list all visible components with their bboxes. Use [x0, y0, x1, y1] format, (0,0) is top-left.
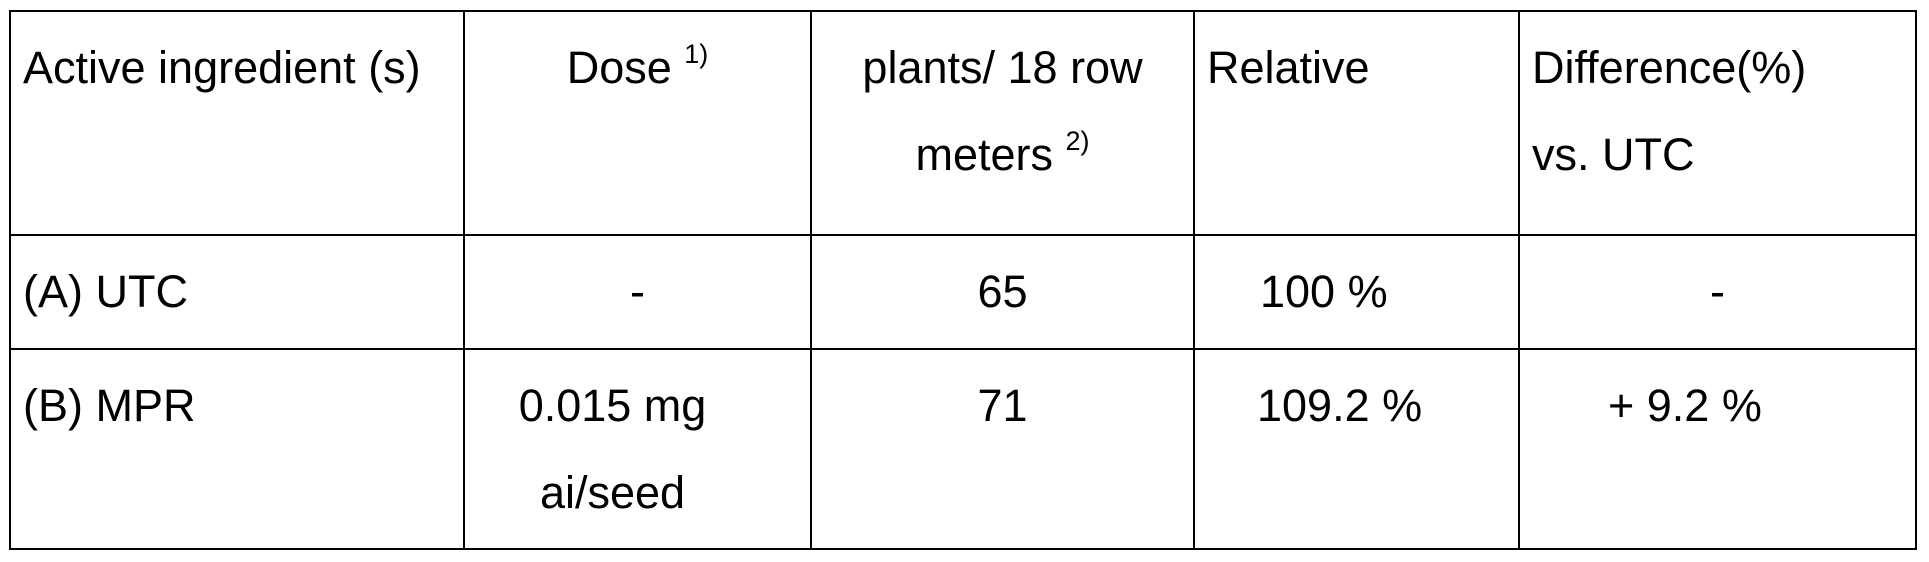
active-value: (A) UTC: [23, 266, 188, 317]
table-header-row: Active ingredient (s) Dose 1) plants/ 18…: [9, 10, 1917, 236]
header-cell-plants: plants/ 18 row meters 2): [810, 10, 1195, 236]
cell-relative: 100 %: [1193, 234, 1520, 350]
relative-value: 109.2 %: [1257, 380, 1423, 431]
cell-dose: 0.015 mg ai/seed: [463, 348, 812, 550]
relative-value: 100 %: [1260, 266, 1388, 317]
table-row: (B) MPR 0.015 mg ai/seed 71 109.2 % + 9.…: [9, 348, 1917, 550]
cell-relative: 109.2 %: [1193, 348, 1520, 550]
header-cell-difference: Difference(%) vs. UTC: [1518, 10, 1917, 236]
difference-value: -: [1710, 266, 1725, 317]
header-dose-footnote: 1): [684, 39, 709, 69]
header-dose-text: Dose: [566, 42, 672, 93]
dose-value: 0.015 mg ai/seed: [518, 380, 707, 518]
header-dose: Dose 1): [465, 12, 810, 111]
cell-plants: 65: [810, 234, 1195, 350]
active-value: (B) MPR: [23, 380, 196, 431]
header-active-ingredient-text: Active ingredient (s): [23, 42, 421, 93]
header-plants: plants/ 18 row meters 2): [812, 12, 1193, 198]
cell-dose: -: [463, 234, 812, 350]
header-cell-active-ingredient: Active ingredient (s): [9, 10, 465, 236]
header-relative-text: Relative: [1207, 42, 1370, 93]
header-cell-relative: Relative: [1193, 10, 1520, 236]
cell-difference: + 9.2 %: [1518, 348, 1917, 550]
header-plants-footnote: 2): [1065, 126, 1090, 156]
cell-active: (A) UTC: [9, 234, 465, 350]
header-difference-line1: Difference(%): [1532, 42, 1807, 93]
plants-value: 71: [977, 380, 1028, 431]
difference-value: + 9.2 %: [1608, 380, 1762, 431]
header-cell-dose: Dose 1): [463, 10, 812, 236]
results-table: Active ingredient (s) Dose 1) plants/ 18…: [9, 10, 1917, 550]
cell-difference: -: [1518, 234, 1917, 350]
header-difference: Difference(%) vs. UTC: [1520, 12, 1915, 198]
header-difference-line2: vs. UTC: [1532, 129, 1695, 180]
plants-value: 65: [977, 266, 1028, 317]
header-plants-text: plants/ 18 row meters: [862, 42, 1143, 180]
cell-active: (B) MPR: [9, 348, 465, 550]
cell-plants: 71: [810, 348, 1195, 550]
table-row: (A) UTC - 65 100 % -: [9, 234, 1917, 350]
dose-value: -: [630, 266, 645, 317]
